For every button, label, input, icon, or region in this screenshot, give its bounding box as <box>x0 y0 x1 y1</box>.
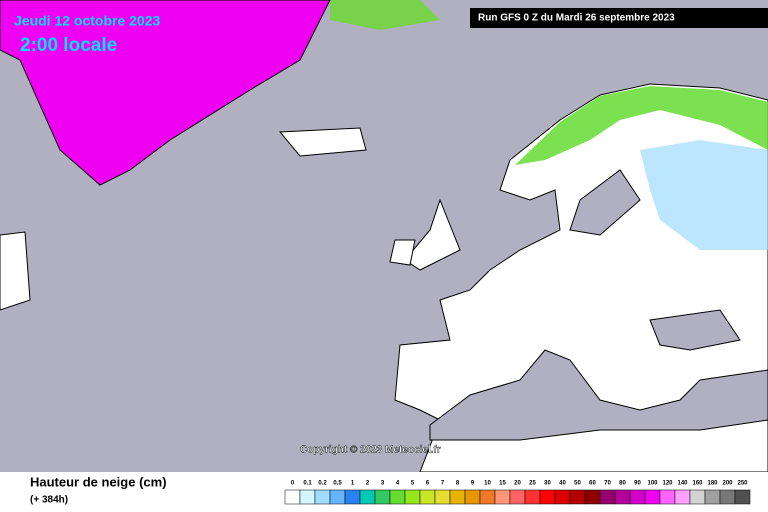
legend-label: 20 <box>514 481 521 487</box>
legend-swatch <box>389 489 406 505</box>
ireland <box>389 239 416 266</box>
legend-lead: (+ 384h) <box>30 495 68 506</box>
legend-label: 40 <box>559 481 566 487</box>
legend-label: 0.2 <box>318 481 327 487</box>
legend-swatch <box>404 489 421 505</box>
run: Run GFS 0 Z du Mardi 26 septembre 2023 <box>478 13 675 24</box>
greenland <box>0 0 331 186</box>
legend-swatch <box>524 489 541 505</box>
legend-label: 5 <box>411 481 415 487</box>
legend-label: 200 <box>722 481 733 487</box>
legend-swatch <box>419 489 436 505</box>
legend-label: 100 <box>647 481 658 487</box>
legend-label: 70 <box>604 481 611 487</box>
legend-swatch <box>689 489 706 505</box>
iceland <box>278 127 367 157</box>
legend-swatch <box>569 489 586 505</box>
legend-label: 3 <box>381 481 385 487</box>
legend-swatch <box>554 489 571 505</box>
legend-label: 120 <box>662 481 673 487</box>
legend-label: 50 <box>574 481 581 487</box>
legend-title: Hauteur de neige (cm) <box>30 474 167 489</box>
snow-area <box>515 86 768 165</box>
legend-label: 0 <box>291 481 295 487</box>
legend-label: 25 <box>529 481 536 487</box>
snow-area <box>640 140 768 250</box>
legend-swatch <box>494 489 511 505</box>
snow-area <box>330 0 440 30</box>
legend-label: 60 <box>589 481 596 487</box>
great-britain <box>404 198 461 271</box>
legend-label: 180 <box>707 481 718 487</box>
land <box>0 231 31 311</box>
legend-swatch <box>434 489 451 505</box>
legend-label: 15 <box>499 481 506 487</box>
black-sea <box>649 309 741 351</box>
legend-swatch <box>704 489 721 505</box>
legend-label: 8 <box>456 481 460 487</box>
legend-label: 2 <box>366 481 370 487</box>
legend-swatch <box>734 489 751 505</box>
legend-swatch <box>629 489 646 505</box>
mediterranean-sea <box>429 349 768 441</box>
legend-label: 4 <box>396 481 400 487</box>
legend-label: 80 <box>619 481 626 487</box>
legend-swatch <box>314 489 331 505</box>
legend-swatch <box>539 489 556 505</box>
legend-label: 0.1 <box>303 481 312 487</box>
legend-swatch <box>479 489 496 505</box>
legend-swatch <box>464 489 481 505</box>
legend-swatch <box>329 489 346 505</box>
legend-label: 1 <box>351 481 355 487</box>
legend-label: 0.5 <box>333 481 342 487</box>
copyright: Copyright © 2023 Meteociel.fr <box>300 445 441 456</box>
legend-label: 7 <box>441 481 445 487</box>
legend-label: 90 <box>634 481 641 487</box>
legend-label: 140 <box>677 481 688 487</box>
legend-swatch <box>719 489 736 505</box>
legend-swatch <box>509 489 526 505</box>
time: 2:00 locale <box>20 35 117 56</box>
legend-swatch <box>359 489 376 505</box>
legend-swatch <box>674 489 691 505</box>
legend-swatch <box>599 489 616 505</box>
legend-label: 250 <box>737 481 748 487</box>
legend-label: 10 <box>484 481 491 487</box>
legend-swatch <box>584 489 601 505</box>
legend-swatch <box>659 489 676 505</box>
legend-swatch <box>344 489 361 505</box>
legend-swatch <box>284 489 301 505</box>
legend-swatch <box>644 489 661 505</box>
legend-label: 9 <box>471 481 475 487</box>
legend-swatch <box>614 489 631 505</box>
legend-label: 160 <box>692 481 703 487</box>
legend-swatch <box>374 489 391 505</box>
legend-label: 6 <box>426 481 430 487</box>
legend-swatch <box>449 489 466 505</box>
baltic-sea <box>569 169 641 236</box>
legend-swatch <box>299 489 316 505</box>
run-box <box>470 8 768 28</box>
date: Jeudi 12 octobre 2023 <box>14 13 161 29</box>
legend-label: 30 <box>544 481 551 487</box>
